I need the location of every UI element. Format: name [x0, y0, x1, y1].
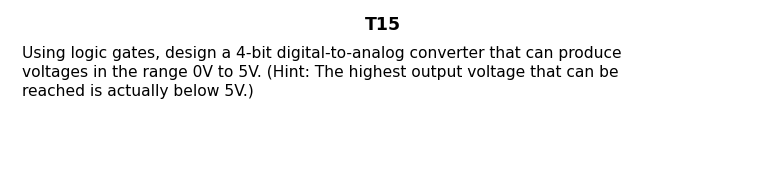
Text: Using logic gates, design a 4-bit digital-to-analog converter that can produce
v: Using logic gates, design a 4-bit digita…: [22, 46, 622, 99]
Text: T15: T15: [364, 16, 401, 34]
